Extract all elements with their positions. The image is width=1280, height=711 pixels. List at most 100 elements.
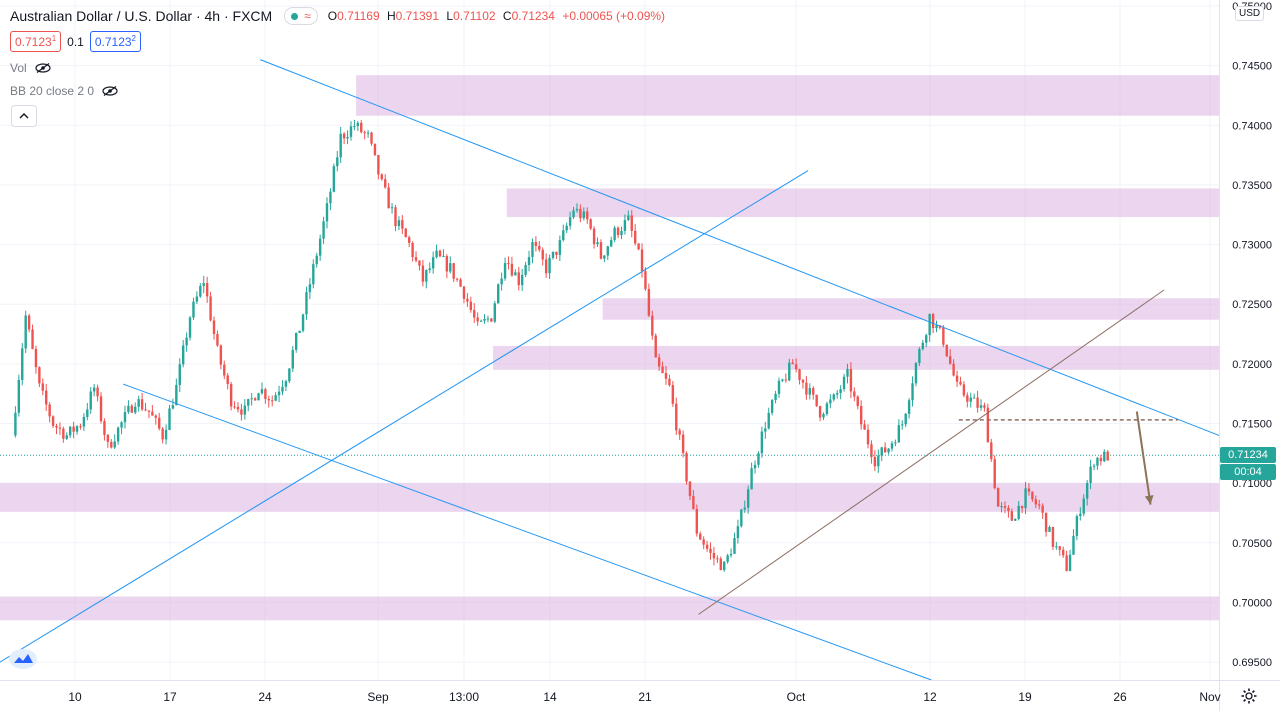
gear-icon[interactable]: [1241, 688, 1257, 704]
candle-body: [966, 395, 969, 402]
candle: [897, 419, 901, 443]
collapse-indicators-button[interactable]: [11, 105, 37, 127]
candle-body: [627, 215, 630, 221]
candle-body: [366, 132, 370, 134]
candle-body: [976, 397, 979, 408]
candle: [801, 378, 805, 389]
candle: [1051, 526, 1055, 551]
candle: [719, 556, 722, 571]
support-resistance-zones: [0, 75, 1220, 621]
candle: [746, 485, 750, 514]
candle: [274, 392, 277, 402]
candle-body: [178, 364, 181, 386]
candle: [1089, 459, 1092, 490]
candle: [877, 449, 880, 473]
candle: [185, 332, 188, 352]
candle-body: [928, 313, 931, 336]
candle: [935, 320, 938, 333]
candle: [397, 216, 401, 231]
buy-price-button[interactable]: 0.71232: [89, 31, 141, 52]
candle-body: [901, 424, 904, 426]
eye-off-icon[interactable]: [102, 86, 118, 96]
candle-body: [736, 526, 740, 539]
candle: [103, 418, 106, 441]
candle-body: [349, 126, 353, 137]
candle-body: [986, 407, 990, 443]
candle: [449, 256, 452, 274]
candle-body: [962, 384, 966, 396]
candle: [695, 504, 699, 537]
candle-body: [1024, 488, 1027, 509]
candle: [1068, 550, 1072, 572]
candle: [233, 401, 236, 409]
candle-body: [705, 544, 709, 549]
candle-body: [312, 264, 315, 285]
candle: [223, 360, 226, 380]
candle: [199, 283, 202, 298]
candle: [883, 442, 887, 453]
candle-body: [1027, 488, 1031, 492]
candle: [168, 404, 171, 431]
candle-body: [195, 296, 199, 302]
indicator-vol[interactable]: Vol: [10, 61, 51, 75]
candle-body: [1017, 505, 1020, 519]
candle-body: [517, 272, 520, 286]
candle-body: [582, 211, 586, 219]
candle-body: [538, 245, 541, 250]
candle: [774, 390, 777, 404]
candle: [229, 381, 233, 411]
time-label: 21: [638, 690, 652, 704]
currency-badge[interactable]: USD: [1235, 6, 1265, 21]
candle-body: [863, 424, 866, 430]
candle-body: [384, 179, 387, 188]
candle-body: [401, 220, 404, 229]
candle-body: [829, 399, 832, 404]
candle-body: [284, 381, 288, 387]
candle: [411, 241, 414, 262]
candle: [794, 358, 798, 373]
sell-price-button[interactable]: 0.71231: [10, 31, 62, 52]
candlestick-series: [14, 119, 1109, 572]
candle: [1031, 491, 1034, 502]
symbol-title[interactable]: Australian Dollar / U.S. Dollar · 4h · F…: [10, 8, 273, 24]
candle: [986, 403, 990, 443]
candle: [1079, 507, 1082, 521]
candle-body: [918, 349, 921, 364]
candle-body: [24, 315, 27, 349]
candle: [914, 361, 918, 387]
market-status-button[interactable]: ≈: [284, 7, 318, 25]
candle-body: [822, 414, 825, 418]
candle: [606, 245, 609, 261]
candle: [353, 119, 356, 131]
candle: [75, 425, 79, 435]
eye-off-icon[interactable]: [35, 63, 51, 73]
candle-body: [887, 448, 890, 453]
tradingview-logo-icon[interactable]: [8, 648, 38, 670]
candle-body: [866, 429, 870, 445]
candle-body: [839, 389, 842, 394]
candle-body: [699, 533, 702, 540]
candle-body: [45, 390, 48, 405]
symbol-header[interactable]: Australian Dollar / U.S. Dollar · 4h · F…: [10, 6, 669, 26]
candle-body: [575, 208, 579, 211]
candle-body: [223, 364, 226, 376]
candle: [342, 132, 346, 145]
candle-body: [449, 263, 452, 272]
time-label: Sep: [367, 690, 389, 704]
candle-body: [815, 394, 818, 407]
candle: [911, 376, 914, 407]
indicator-bb[interactable]: BB 20 close 2 0: [10, 84, 118, 98]
candle-body: [931, 313, 935, 329]
candle: [1003, 501, 1007, 514]
candle-body: [544, 259, 548, 274]
candle: [192, 297, 195, 321]
indicator-label: Vol: [10, 61, 27, 75]
candle: [1058, 546, 1061, 556]
candle: [219, 344, 223, 370]
candle: [390, 203, 394, 214]
candle-body: [185, 337, 188, 346]
candle: [253, 397, 257, 401]
candle: [767, 407, 770, 430]
